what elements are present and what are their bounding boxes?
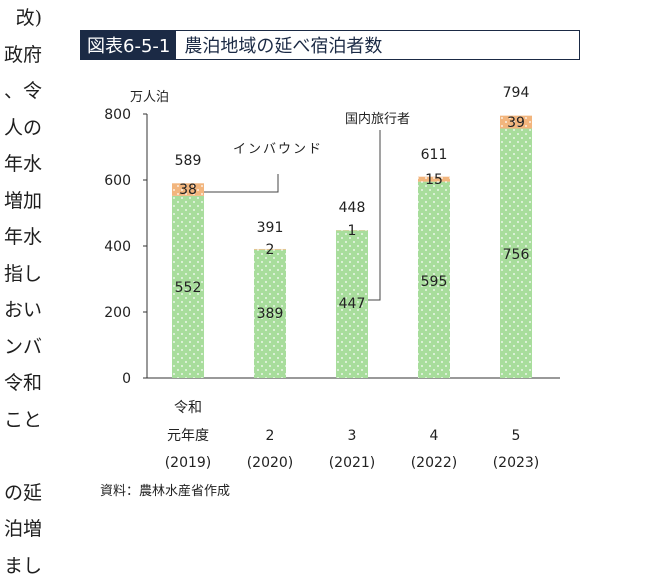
data-label-domestic: 595 bbox=[421, 274, 448, 290]
series-label-inbound: インバウンド bbox=[233, 142, 323, 157]
x-tick-label: 4 bbox=[430, 428, 439, 444]
x-tick-label: (2019) bbox=[165, 455, 212, 471]
data-label-inbound: 15 bbox=[425, 172, 443, 188]
data-label-total: 794 bbox=[503, 85, 530, 101]
x-tick-label: 3 bbox=[348, 428, 357, 444]
data-label-total: 589 bbox=[175, 153, 202, 169]
x-tick-label: (2021) bbox=[329, 455, 376, 471]
data-label-total: 448 bbox=[339, 200, 366, 216]
data-label-inbound: 38 bbox=[179, 182, 197, 198]
y-tick-label: 600 bbox=[104, 173, 131, 189]
data-label-domestic: 447 bbox=[339, 296, 366, 312]
callout-line-domestic bbox=[368, 130, 380, 300]
data-label-inbound: 2 bbox=[266, 242, 275, 258]
data-label-domestic: 552 bbox=[175, 280, 202, 296]
y-tick-label: 800 bbox=[104, 107, 131, 123]
x-tick-label: (2023) bbox=[493, 455, 540, 471]
data-label-total: 391 bbox=[257, 220, 284, 236]
x-tick-label: 元年度 bbox=[167, 428, 209, 444]
data-label-domestic: 756 bbox=[503, 247, 530, 263]
y-tick-label: 400 bbox=[104, 239, 131, 255]
series-label-domestic: 国内旅行者 bbox=[345, 111, 410, 127]
x-tick-label: 2 bbox=[266, 428, 275, 444]
x-tick-label: 令和 bbox=[174, 400, 202, 416]
source-note: 資料：農林水産省作成 bbox=[100, 480, 230, 499]
y-unit-label: 万人泊 bbox=[130, 90, 169, 105]
data-label-inbound: 39 bbox=[507, 115, 525, 131]
y-tick-label: 0 bbox=[122, 371, 131, 387]
callout-line-inbound bbox=[204, 174, 278, 192]
data-label-total: 611 bbox=[421, 147, 448, 163]
x-tick-label: (2020) bbox=[247, 455, 294, 471]
data-label-domestic: 389 bbox=[257, 306, 284, 322]
stacked-bar-chart: 0 200 400 600 800 万人泊 552 38 589 389 2 391 447 1 448 59… bbox=[0, 0, 648, 557]
data-label-inbound: 1 bbox=[348, 223, 357, 239]
y-tick-label: 200 bbox=[104, 305, 131, 321]
x-tick-label: 5 bbox=[512, 428, 521, 444]
x-tick-label: (2022) bbox=[411, 455, 458, 471]
